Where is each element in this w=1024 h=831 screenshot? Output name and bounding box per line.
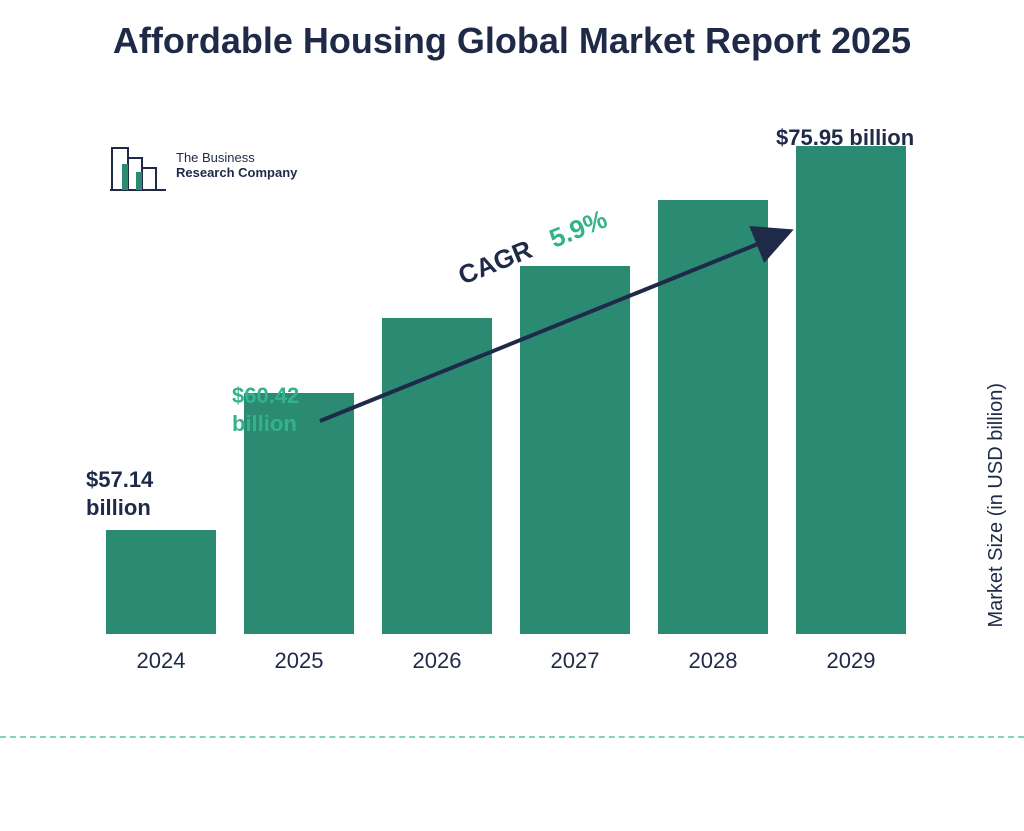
callout-2029: $75.95 billion [776,124,914,152]
chart-area: 2024 2025 2026 2027 2028 2029 [80,120,950,680]
bar-2029 [796,146,906,634]
xlabel-5: 2029 [796,648,906,674]
xlabel-4: 2028 [658,648,768,674]
chart-title: Affordable Housing Global Market Report … [0,0,1024,63]
xlabel-0: 2024 [106,648,216,674]
bar-2027 [520,266,630,634]
callout-2024-unit: billion [86,495,151,520]
bars-container [80,134,950,634]
footer-dashed-line [0,736,1024,738]
bar-2028 [658,200,768,634]
xlabel-3: 2027 [520,648,630,674]
bar-2026 [382,318,492,634]
xlabel-1: 2025 [244,648,354,674]
callout-2025: $60.42 billion [232,382,299,437]
callout-2025-unit: billion [232,411,297,436]
callout-2024-amount: $57.14 [86,467,153,492]
callout-2029-text: $75.95 billion [776,125,914,150]
x-axis-labels: 2024 2025 2026 2027 2028 2029 [80,648,950,674]
xlabel-2: 2026 [382,648,492,674]
callout-2024: $57.14 billion [86,466,153,521]
y-axis-label: Market Size (in USD billion) [985,383,1008,628]
callout-2025-amount: $60.42 [232,383,299,408]
bar-2024 [106,530,216,634]
